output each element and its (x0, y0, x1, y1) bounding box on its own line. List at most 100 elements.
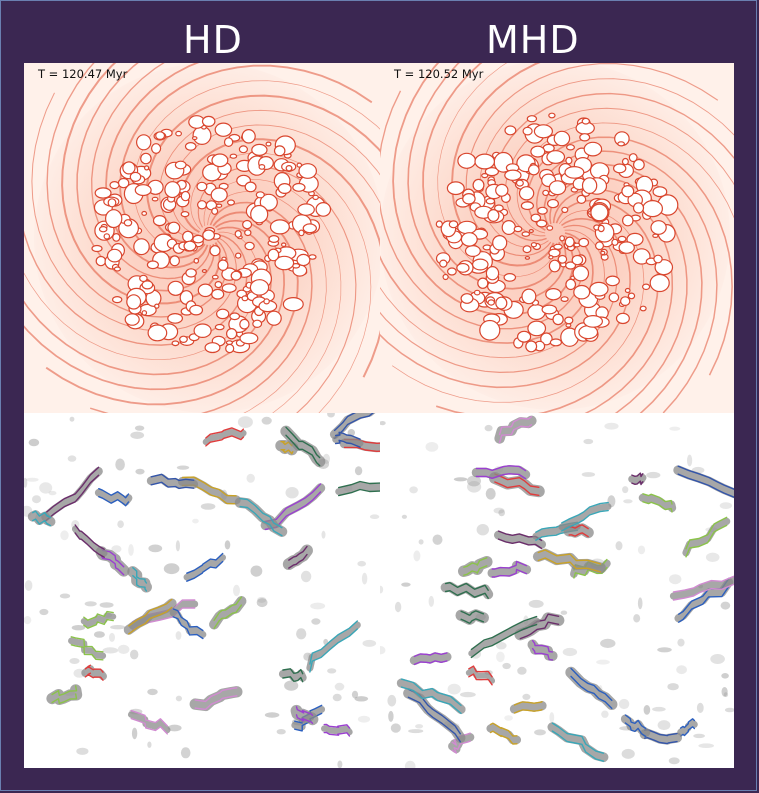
bubble (211, 207, 219, 215)
clump-body (468, 617, 540, 657)
bubble (524, 255, 531, 260)
clump-outline (239, 497, 283, 537)
clump-body (532, 548, 606, 574)
bubble (617, 235, 627, 243)
bubble (501, 220, 517, 236)
gas-blob (337, 760, 343, 768)
clump-contour (100, 555, 125, 576)
bubble (152, 215, 167, 227)
bubble (169, 255, 180, 267)
bubble (513, 225, 523, 233)
clump-outline (470, 615, 538, 659)
bubble (533, 124, 553, 139)
bubble (104, 209, 123, 229)
clump-outline (561, 501, 609, 532)
bubble (652, 186, 668, 198)
gas-blob (147, 688, 158, 696)
bubble (542, 189, 550, 197)
gas-blob (676, 665, 687, 675)
clump-contour (631, 472, 644, 478)
clump-outline (295, 706, 314, 724)
gas-blob (347, 429, 355, 437)
clump-contour (685, 524, 728, 558)
gas-blob (28, 438, 40, 447)
bubble (484, 166, 500, 177)
bubble (530, 213, 542, 223)
gas-blob (534, 729, 546, 736)
bubble (229, 312, 241, 321)
bubble (266, 310, 282, 326)
gas-blob (485, 488, 496, 500)
bubble (197, 200, 208, 210)
bubble (456, 262, 470, 273)
clump-contour (51, 693, 78, 704)
gas-blob (622, 486, 629, 494)
bubble (495, 183, 509, 197)
clump-contour (285, 426, 321, 459)
bubble (522, 245, 532, 254)
clump-contour (74, 532, 105, 558)
clump-outline (44, 466, 100, 522)
bubble (229, 153, 238, 159)
spiral-arm (505, 107, 734, 237)
gas-blob (432, 534, 443, 545)
gas-blob (517, 666, 527, 675)
clump-contour (460, 618, 485, 624)
gas-blob (26, 477, 39, 482)
clump-body (81, 665, 107, 681)
clump-body (278, 668, 307, 682)
mhd-clump-svg (380, 413, 734, 768)
clump-outline (463, 557, 488, 576)
clump-outline (186, 552, 224, 582)
bubble (561, 206, 569, 214)
bubble (564, 316, 574, 325)
hd-density-map: T = 120.47 Myr (24, 63, 380, 413)
clump-contour (570, 667, 613, 702)
gas-blob (721, 687, 728, 697)
clump-contour (323, 731, 351, 737)
bubble (147, 324, 168, 342)
clump-contour (400, 686, 462, 715)
gas-blob (387, 694, 397, 707)
bubble (545, 287, 562, 301)
clump-outline (288, 545, 308, 569)
gas-blob (285, 487, 299, 499)
clump-contour (642, 501, 673, 513)
clump-contour (343, 446, 380, 452)
bubble (171, 340, 180, 347)
bubble (527, 304, 546, 321)
bubble (268, 235, 280, 244)
clump-contour (127, 598, 173, 627)
gas-blob (250, 565, 263, 577)
bubble (504, 169, 522, 181)
clump-contour (98, 488, 130, 499)
gas-blob (596, 659, 610, 665)
clump-body (27, 510, 56, 527)
clump-body (409, 652, 452, 666)
bubble (546, 225, 554, 231)
bubble (624, 287, 631, 294)
gas-blob (130, 649, 139, 660)
bubble (472, 178, 485, 192)
bubble (650, 220, 667, 235)
clump-outline (642, 493, 673, 513)
gas-blob (102, 647, 119, 654)
bubble (234, 252, 242, 259)
gas-blob (646, 471, 661, 479)
clump-body (321, 725, 353, 736)
clump-outline (475, 465, 527, 480)
gas-blob (677, 638, 685, 647)
bubble (239, 318, 250, 330)
gas-blob (69, 416, 75, 422)
bubble (251, 143, 268, 157)
clump-outline (489, 722, 518, 745)
clump-contour (84, 664, 104, 673)
clump-outline (468, 665, 493, 686)
clump-body (275, 440, 299, 456)
clump-outline (677, 465, 734, 498)
clump-contour (624, 722, 647, 738)
clump-outline (132, 567, 148, 592)
bubble (242, 219, 253, 230)
gas-blob (134, 425, 145, 431)
clump-contour (282, 676, 304, 683)
